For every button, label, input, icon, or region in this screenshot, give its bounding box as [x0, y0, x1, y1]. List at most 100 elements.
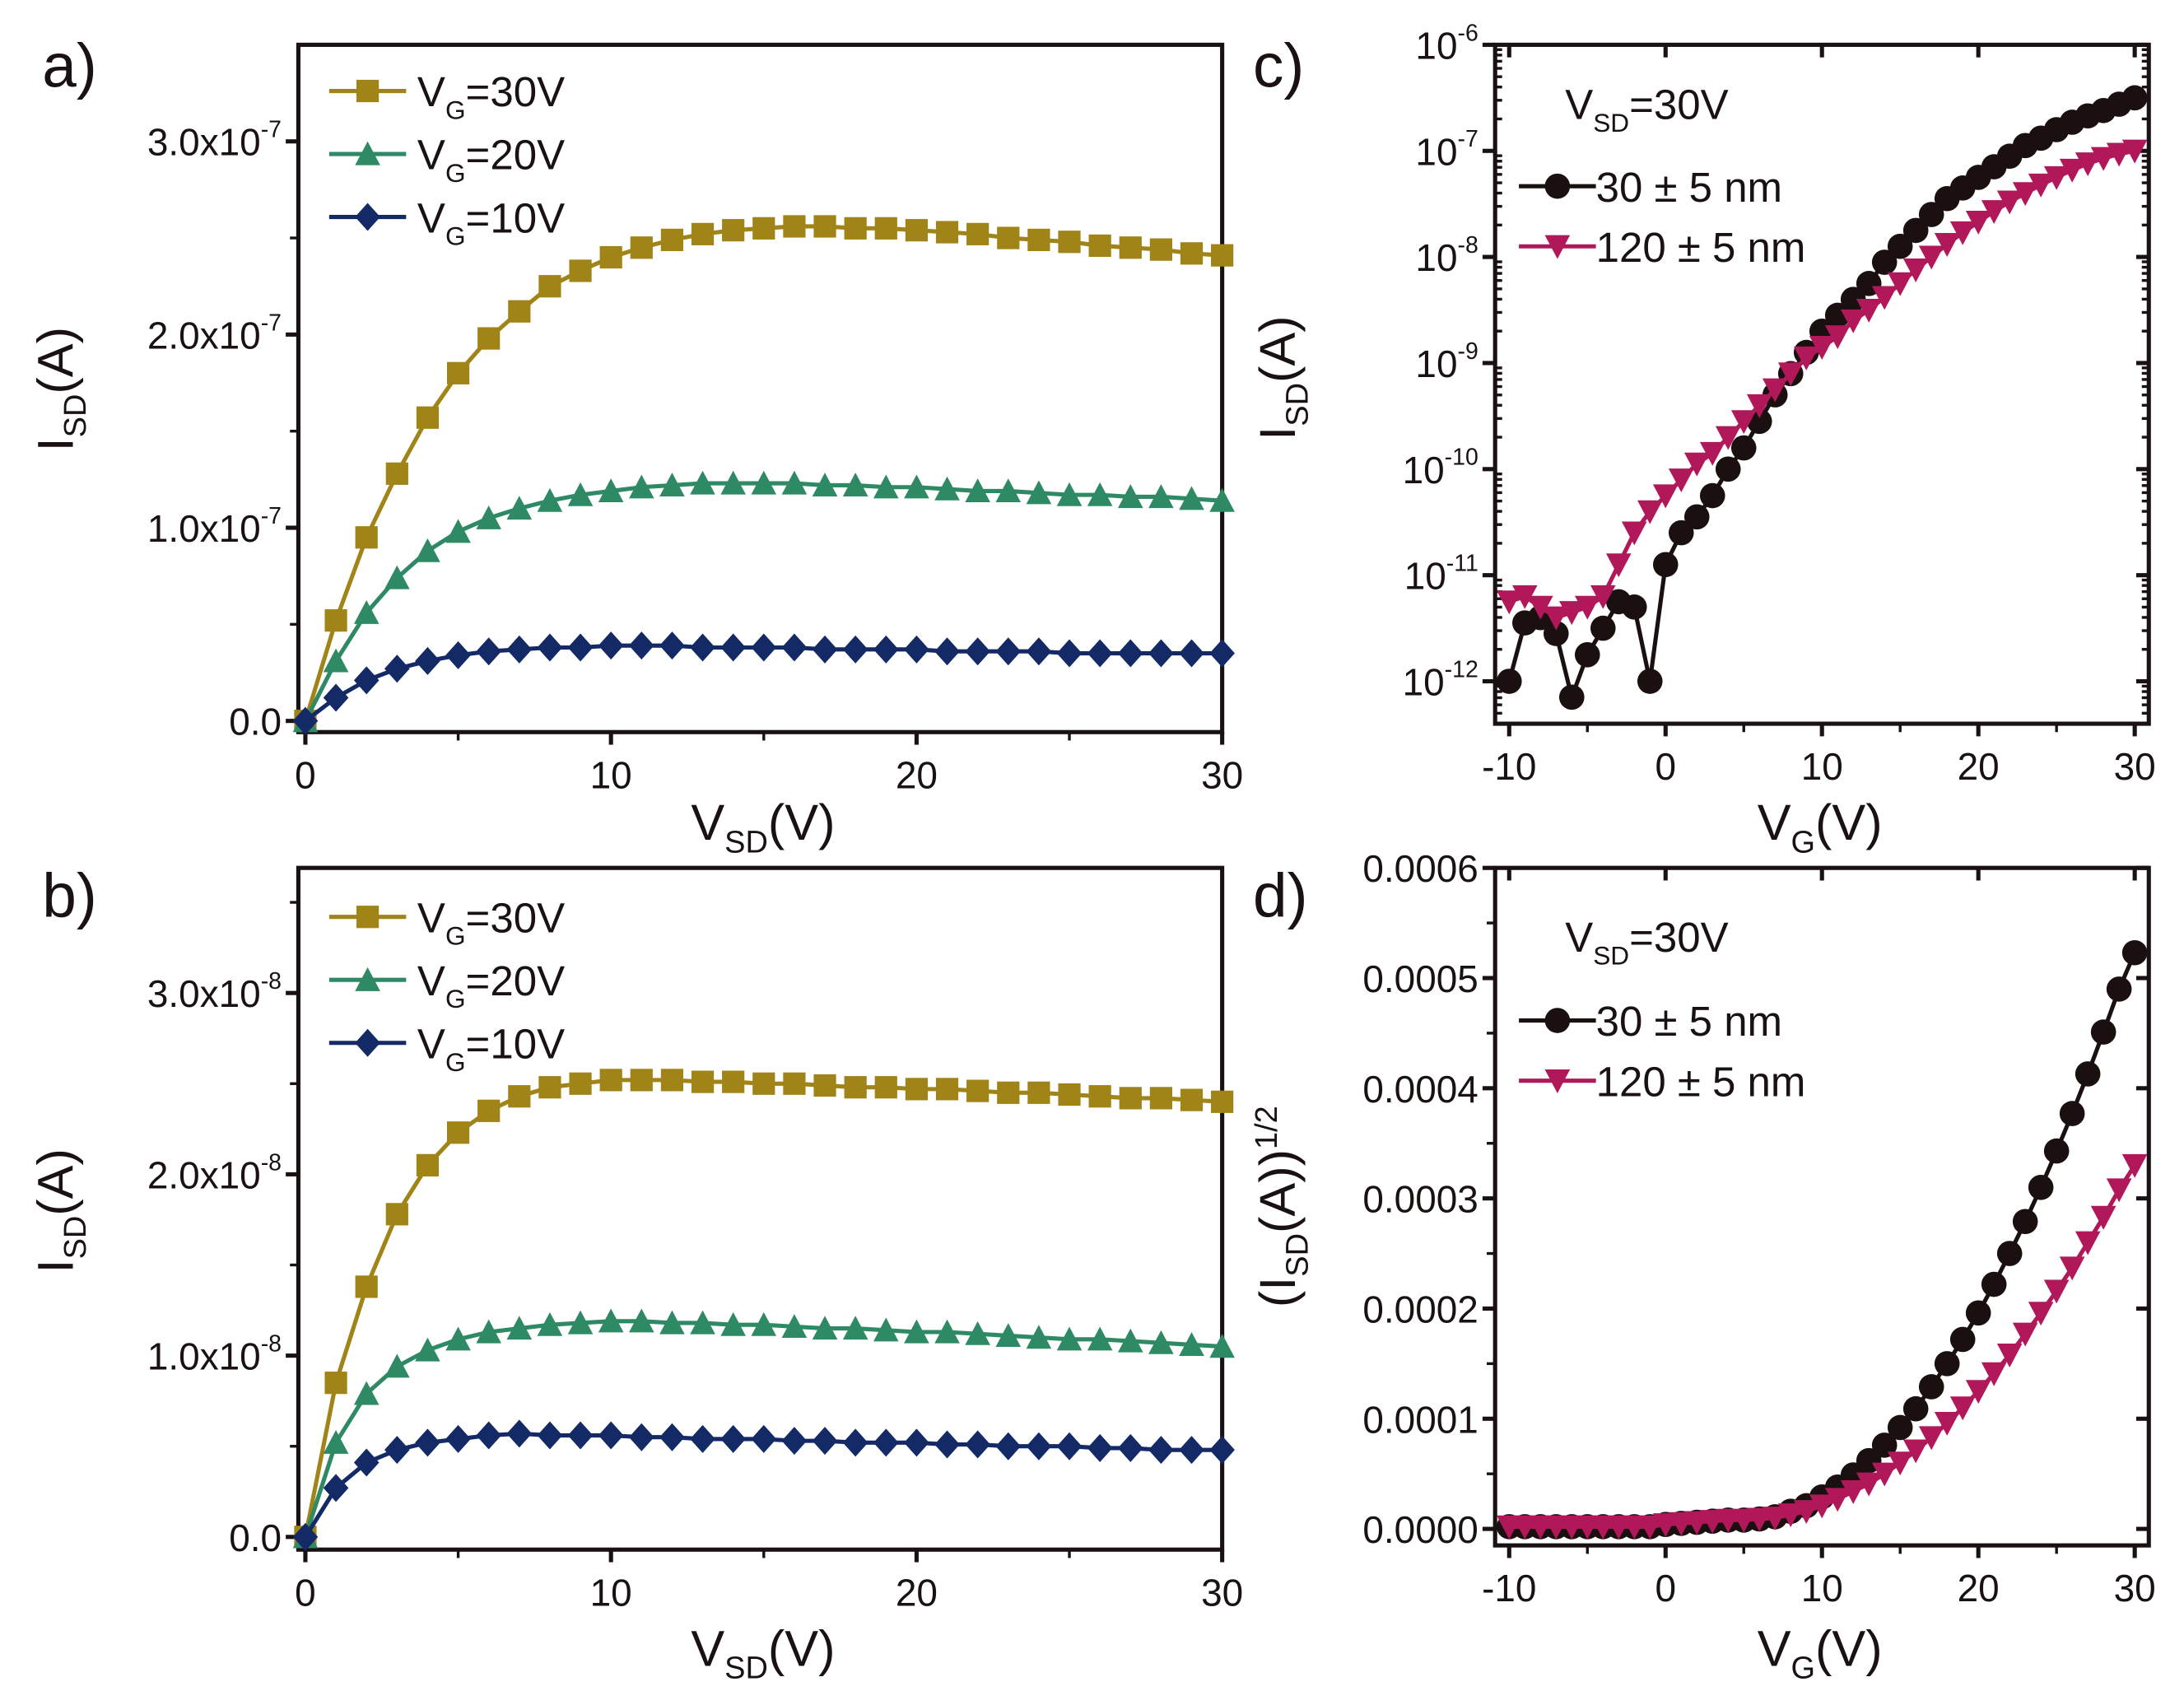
circle-marker — [2075, 1061, 2101, 1087]
diamond-marker — [1148, 639, 1174, 668]
triangle-marker — [476, 505, 501, 529]
diamond-marker — [1056, 639, 1083, 668]
square-marker — [874, 217, 897, 240]
x-tick-label: -10 — [1482, 1567, 1536, 1610]
text-segment: 20 — [1958, 745, 2000, 788]
triangle-down-marker — [1965, 1380, 1991, 1405]
triangle-down-marker — [2121, 1153, 2148, 1178]
triangle-down-marker — [1902, 1439, 1929, 1464]
diamond-marker — [659, 631, 685, 660]
diamond-marker — [1026, 637, 1052, 666]
triangle-down-marker — [1574, 595, 1600, 620]
triangle-marker — [537, 487, 563, 512]
diamond-marker — [353, 666, 380, 695]
circle-marker — [2121, 939, 2148, 966]
diamond-marker — [292, 1522, 319, 1551]
square-marker — [905, 219, 929, 242]
circle-marker — [1621, 594, 1647, 620]
text-segment: (I — [1250, 1277, 1306, 1307]
square-marker — [997, 226, 1020, 249]
x-tick-label: 30 — [1201, 1571, 1243, 1614]
triangle-marker — [812, 473, 838, 497]
text-segment: 10 — [590, 753, 632, 796]
diamond-marker — [506, 635, 533, 664]
series-line — [303, 481, 1222, 722]
panel-b: b)0 10 20 300.01.0x10-82.0x10-83.0x10-8VSD(… — [28, 861, 1243, 1686]
series-2 — [292, 1419, 1235, 1551]
legend-label: 120 ± 5 nm — [1596, 224, 1806, 271]
text-segment: =30V — [466, 68, 566, 115]
triangle-marker — [720, 1311, 746, 1336]
legend-item: VG=20V — [328, 957, 566, 1013]
diamond-marker — [659, 1423, 685, 1451]
subscript: SD — [724, 1651, 768, 1686]
triangle-marker — [690, 470, 715, 495]
triangle-down-marker — [1777, 362, 1804, 387]
text-segment: (A) — [28, 327, 84, 394]
triangle-marker — [445, 1326, 471, 1351]
text-segment: (V) — [1815, 794, 1883, 850]
triangle-down-marker — [1511, 585, 1538, 609]
text-segment: V — [417, 194, 445, 241]
text-segment: (V) — [768, 794, 836, 850]
y-axis-label: ISD(A) — [1250, 315, 1315, 440]
triangle-marker — [1148, 484, 1174, 509]
square-marker — [813, 215, 836, 238]
triangle-down-marker — [2121, 139, 2148, 164]
diamond-marker — [995, 637, 1022, 666]
series-1 — [292, 470, 1235, 733]
square-marker — [722, 219, 745, 242]
y-axis-label: ISD(A) — [28, 327, 93, 451]
diamond-marker — [415, 1428, 440, 1457]
square-marker — [874, 1076, 897, 1099]
triangle-marker — [1209, 487, 1235, 512]
triangle-marker — [995, 478, 1022, 503]
y-tick-label: 0.0 — [229, 701, 282, 743]
x-tick-label: 30 — [2114, 745, 2156, 788]
circle-marker — [1949, 1326, 1976, 1353]
diamond-marker — [934, 1430, 960, 1459]
text-segment: 0.0005 — [1362, 957, 1478, 1000]
text-segment: (A)) — [1250, 1149, 1306, 1233]
legend-item: VG=30V — [328, 68, 566, 125]
triangle-down-marker — [2090, 1205, 2116, 1230]
triangle-down-marker — [2028, 1302, 2054, 1326]
triangle-marker — [751, 470, 777, 495]
triangle-marker — [904, 1319, 929, 1344]
superscript: -8 — [261, 1149, 282, 1176]
text-segment: =20V — [466, 957, 566, 1004]
triangle-marker — [751, 1311, 777, 1336]
plot-frame — [296, 865, 1225, 1552]
y-tick-label: 3.0x10-8 — [147, 968, 282, 1015]
square-marker — [1058, 1083, 1081, 1106]
circle-marker — [1683, 504, 1710, 530]
triangle-down-marker — [2059, 158, 2085, 183]
square-marker — [569, 259, 592, 282]
legend-item: VG=20V — [328, 132, 565, 188]
diamond-marker — [812, 635, 838, 664]
square-marker — [508, 300, 531, 323]
y-tick-label: 0.0002 — [1362, 1288, 1478, 1330]
circle-marker — [1871, 249, 1898, 275]
triangle-down-marker — [1683, 1511, 1710, 1535]
text-segment: =30V — [1629, 82, 1729, 128]
triangle-down-marker — [1871, 1462, 1898, 1487]
square-marker — [446, 1121, 470, 1144]
square-marker — [1119, 236, 1142, 259]
square-marker — [1027, 228, 1050, 252]
circle-marker — [2090, 1019, 2116, 1045]
text-segment: 120 ± 5 nm — [1596, 224, 1806, 271]
text-segment: I — [1250, 426, 1306, 440]
series-0 — [1496, 85, 2148, 710]
subscript: G — [445, 158, 466, 188]
triangle-marker — [659, 1310, 685, 1335]
diamond-marker — [781, 633, 808, 662]
square-marker — [599, 1069, 622, 1092]
text-segment: V — [691, 794, 724, 850]
triangle-down-marker — [1558, 601, 1585, 626]
y-tick-label: 0.0 — [229, 1516, 282, 1559]
text-segment: 10 — [1801, 745, 1843, 788]
triangle-down-marker — [2106, 1178, 2132, 1203]
triangle-marker — [323, 1430, 349, 1454]
